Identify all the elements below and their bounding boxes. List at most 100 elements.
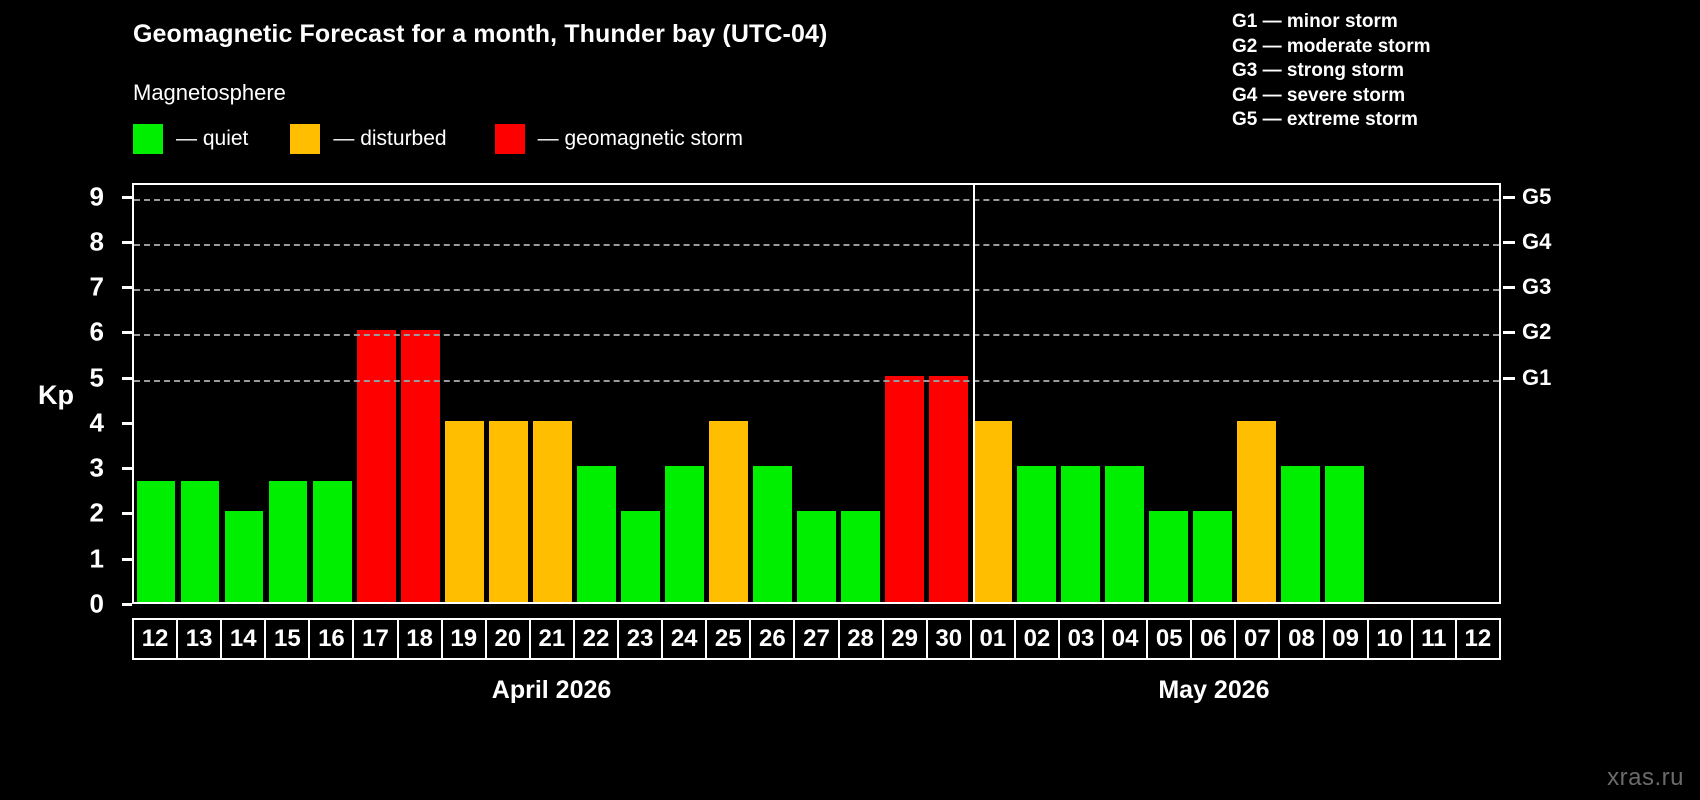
date-box-12[interactable]: 24 [661,618,708,660]
date-box-17[interactable]: 29 [881,618,928,660]
bar-04[interactable] [1105,466,1145,602]
bar-slot[interactable] [354,185,398,602]
gridline-5 [134,379,1499,382]
date-box-16[interactable]: 28 [837,618,884,660]
legend-label-disturbed: — disturbed [333,127,447,150]
bar-slot[interactable] [266,185,310,602]
date-box-4[interactable]: 16 [308,618,355,660]
bar-27[interactable] [797,511,836,602]
legend-swatch-storm [494,124,525,154]
bar-slot[interactable] [178,185,222,602]
bar-22[interactable] [576,466,616,602]
bar-01[interactable] [973,420,1012,602]
bar-slot[interactable] [1235,185,1279,602]
bar-slot[interactable] [883,185,927,602]
bar-slot[interactable] [839,185,883,602]
bar-17[interactable] [356,330,396,602]
bar-15[interactable] [268,481,308,602]
bar-16[interactable] [312,481,352,602]
date-box-28[interactable]: 10 [1366,618,1413,660]
bar-20[interactable] [488,420,528,602]
y-axis: 0 1 2 3 4 5 6 7 8 9 [0,181,132,619]
bar-slot[interactable] [1191,185,1235,602]
bar-slot[interactable] [1147,185,1191,602]
bar-slot[interactable] [1323,185,1367,602]
date-box-10[interactable]: 22 [572,618,620,660]
date-box-21[interactable]: 03 [1057,618,1105,660]
bar-21[interactable] [532,420,572,602]
bar-slot[interactable] [1455,185,1499,602]
g-axis-label-G5: G5 [1522,183,1552,209]
date-box-13[interactable]: 25 [705,618,752,660]
bar-24[interactable] [665,466,704,602]
bar-slot[interactable] [134,185,178,602]
bar-slot[interactable] [1367,185,1411,602]
date-box-14[interactable]: 26 [749,618,796,660]
bar-slot[interactable] [927,185,971,602]
y-tick-label-8: 8 [89,226,104,257]
date-box-27[interactable]: 09 [1322,618,1369,660]
date-box-20[interactable]: 02 [1013,618,1060,660]
date-box-7[interactable]: 19 [440,618,487,660]
bar-14[interactable] [224,511,264,602]
date-box-24[interactable]: 06 [1190,618,1237,660]
bar-slot[interactable] [1059,185,1103,602]
bar-slot[interactable] [1103,185,1147,602]
date-box-23[interactable]: 05 [1146,618,1193,660]
date-box-25[interactable]: 07 [1234,618,1281,660]
bar-slot[interactable] [1015,185,1059,602]
bar-09[interactable] [1325,466,1365,602]
bar-05[interactable] [1149,511,1189,602]
bar-slot[interactable] [222,185,266,602]
bar-slot[interactable] [971,185,1015,602]
bar-03[interactable] [1061,466,1101,602]
bar-slot[interactable] [530,185,574,602]
bar-02[interactable] [1017,466,1056,602]
bar-slot[interactable] [618,185,662,602]
date-box-30[interactable]: 12 [1454,618,1501,660]
bar-slot[interactable] [486,185,530,602]
bar-18[interactable] [400,330,440,602]
g-scale-line-1: G1 — minor storm [1232,11,1398,32]
bar-23[interactable] [620,511,660,602]
date-box-29[interactable]: 11 [1410,618,1457,660]
bar-30[interactable] [929,375,968,602]
date-box-11[interactable]: 23 [617,618,664,660]
date-box-6[interactable]: 18 [396,618,443,660]
bar-08[interactable] [1281,466,1321,602]
date-box-18[interactable]: 30 [925,618,972,660]
bar-slot[interactable] [1279,185,1323,602]
bar-26[interactable] [753,466,792,602]
date-box-1[interactable]: 13 [176,618,223,660]
bar-slot[interactable] [442,185,486,602]
date-box-5[interactable]: 17 [352,618,399,660]
bar-19[interactable] [444,420,484,602]
bar-13[interactable] [180,481,220,602]
bar-12[interactable] [136,481,176,602]
bar-slot[interactable] [750,185,794,602]
date-box-19[interactable]: 01 [969,618,1016,660]
date-box-9[interactable]: 21 [528,618,575,660]
date-box-2[interactable]: 14 [220,618,267,660]
bar-07[interactable] [1237,420,1277,602]
bar-slot[interactable] [398,185,442,602]
date-box-3[interactable]: 15 [264,618,311,660]
date-box-26[interactable]: 08 [1278,618,1325,660]
legend-label-storm: — geomagnetic storm [537,127,744,150]
date-box-0[interactable]: 12 [132,618,179,660]
gridline-7 [134,289,1499,292]
bar-slot[interactable] [662,185,706,602]
bar-slot[interactable] [1411,185,1455,602]
bar-25[interactable] [709,420,748,602]
bar-29[interactable] [885,375,924,602]
bar-slot[interactable] [706,185,750,602]
bar-slot[interactable] [310,185,354,602]
bar-slot[interactable] [574,185,618,602]
date-box-15[interactable]: 27 [793,618,840,660]
bar-06[interactable] [1193,511,1233,602]
date-box-22[interactable]: 04 [1102,618,1149,660]
bar-28[interactable] [841,511,880,602]
legend-swatch-disturbed [290,124,321,154]
date-box-8[interactable]: 20 [484,618,531,660]
bar-slot[interactable] [794,185,838,602]
